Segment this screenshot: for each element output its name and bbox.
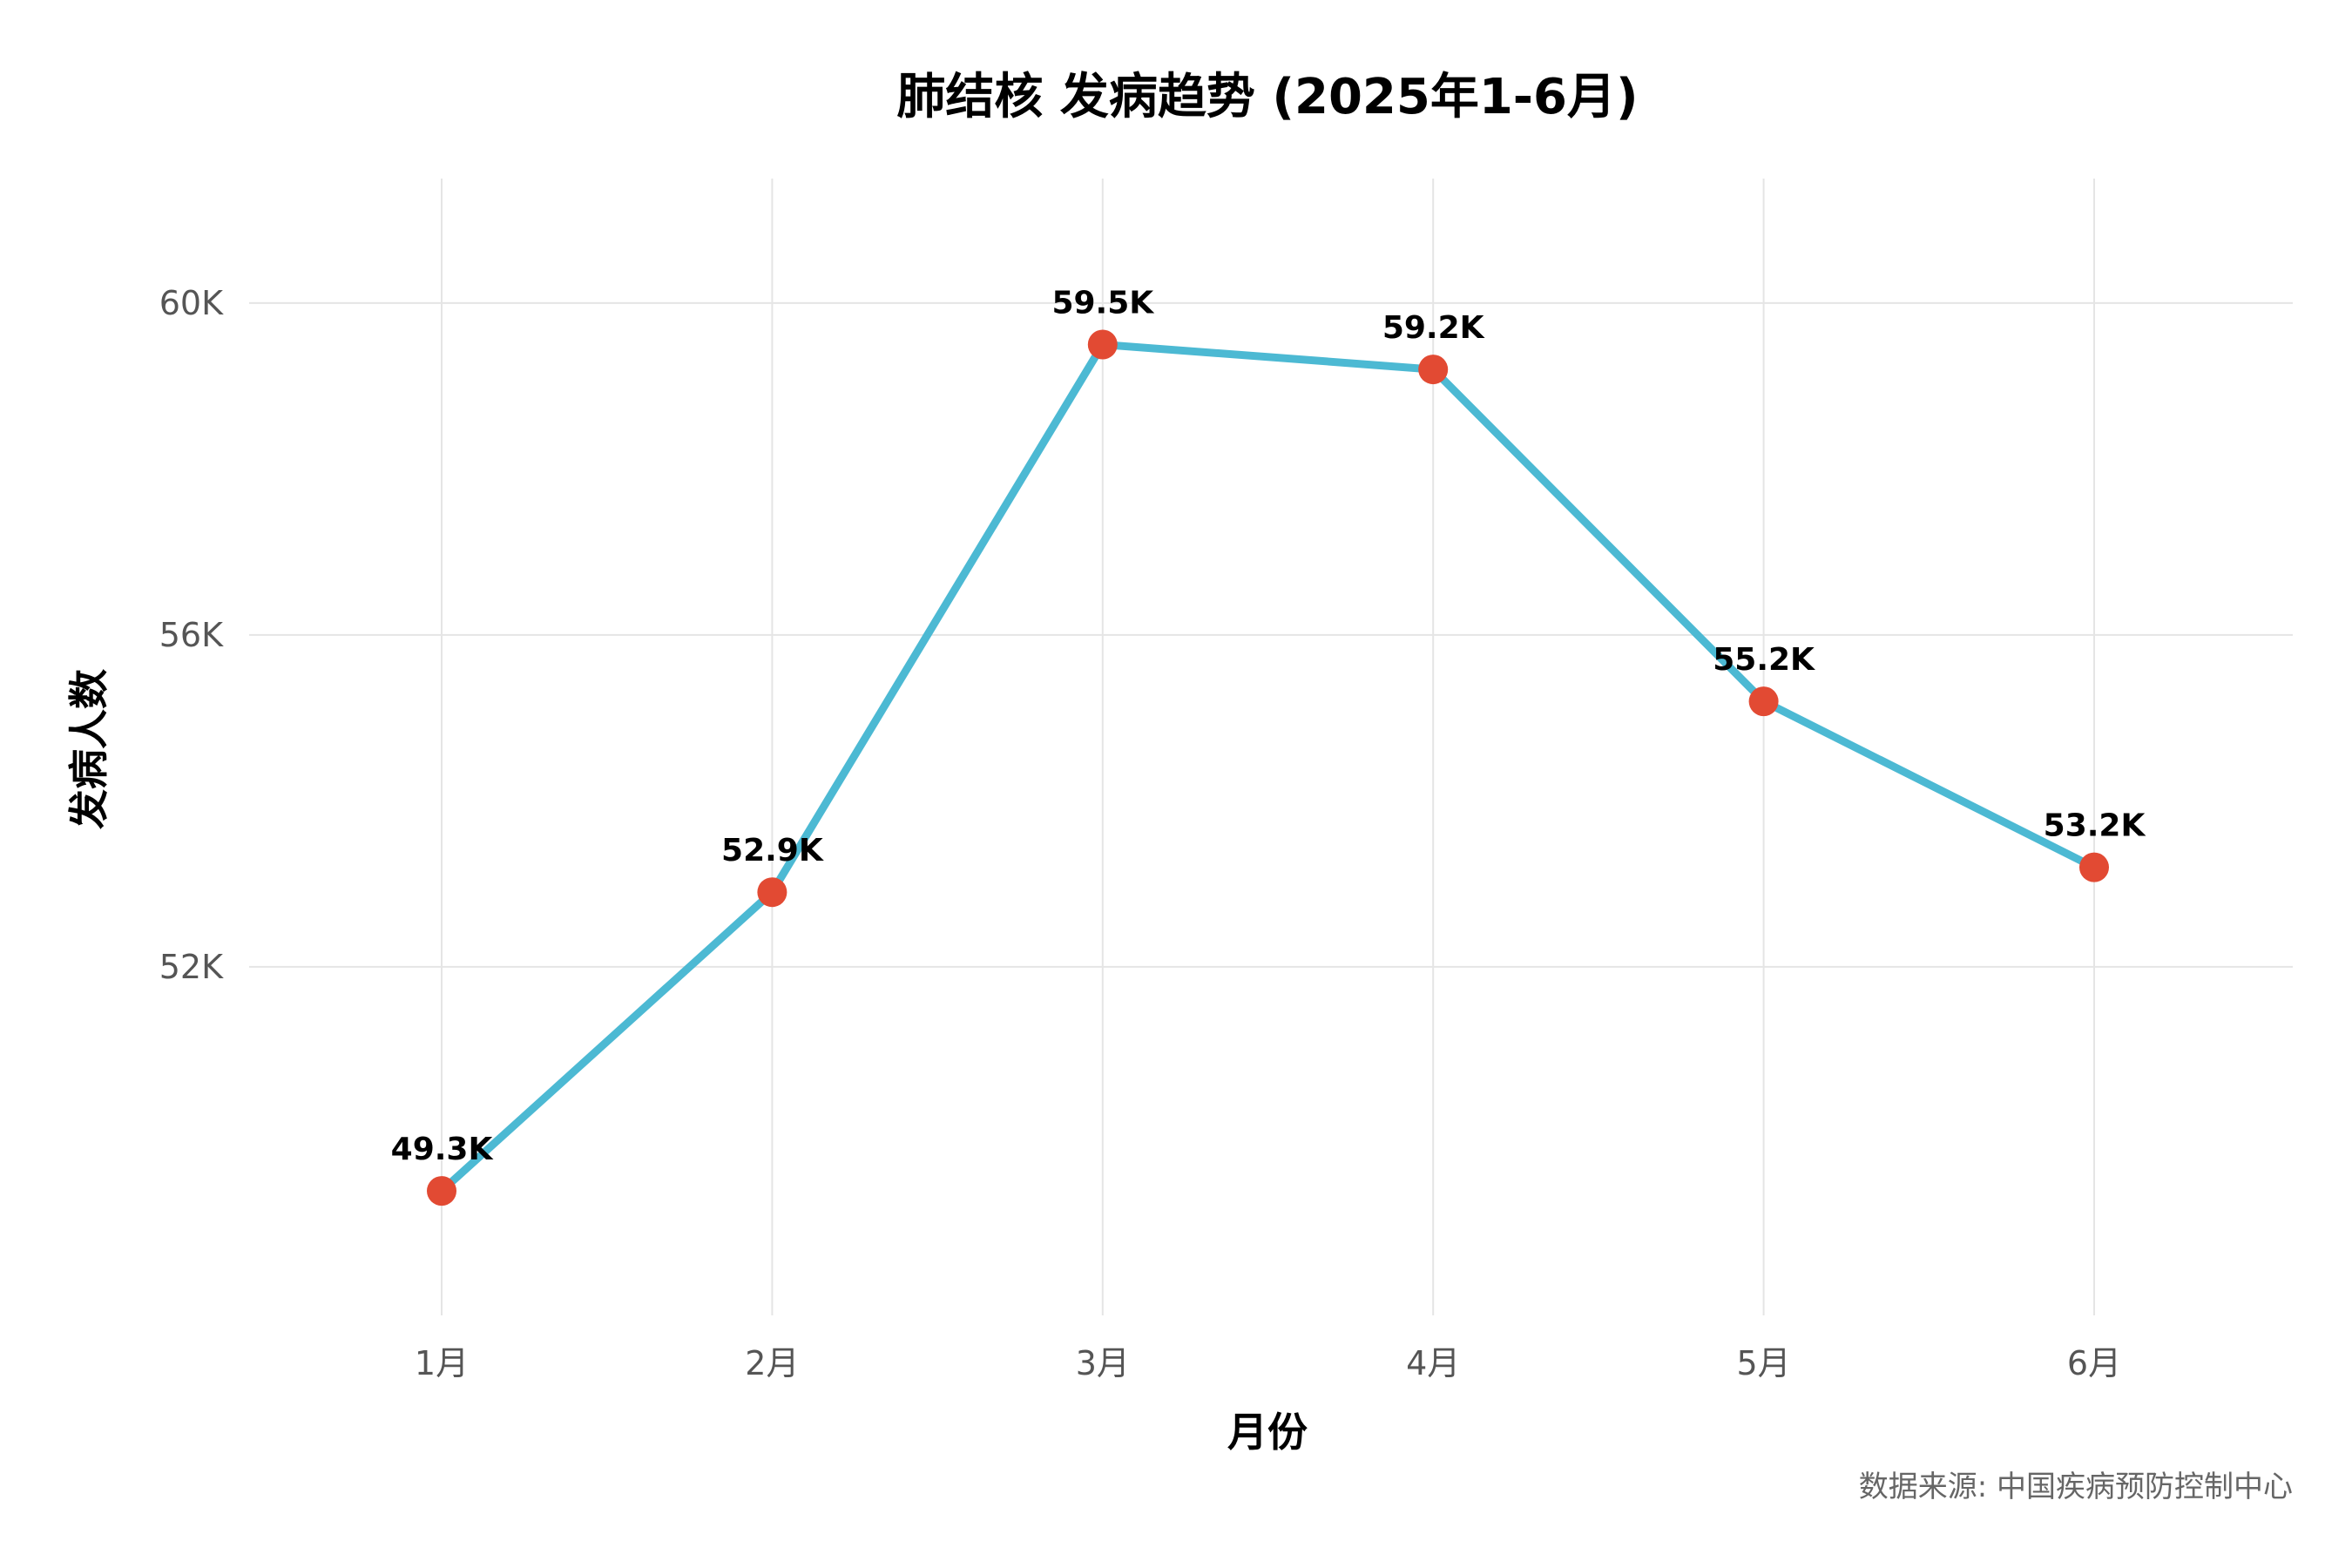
x-axis-title: 月份 [1227, 1409, 1308, 1456]
y-axis-title: 发病人数 [65, 669, 112, 829]
source-note: 数据来源: 中国疾病预防控制中心 [1859, 1470, 2293, 1504]
x-tick-label: 6月 [2067, 1344, 2121, 1382]
y-tick-label: 56K [159, 616, 224, 654]
data-label: 55.2K [1713, 642, 1815, 678]
data-label: 59.2K [1382, 310, 1485, 346]
y-axis-ticks: 52K 56K 60K [159, 284, 224, 986]
x-tick-label: 2月 [745, 1344, 799, 1382]
data-point [1087, 329, 1118, 360]
y-tick-label: 60K [159, 284, 224, 322]
x-tick-label: 1月 [415, 1344, 469, 1382]
series-line-layer [437, 341, 2099, 1195]
data-labels: 49.3K 52.9K 59.5K 59.2K 55.2K 53.2K [391, 286, 2146, 1168]
data-point [427, 1176, 456, 1206]
data-point [2079, 852, 2109, 882]
data-label: 53.2K [2044, 808, 2146, 844]
data-point [1418, 355, 1449, 385]
series-line [437, 341, 2099, 1195]
x-axis-ticks: 1月 2月 3月 4月 5月 6月 [415, 1344, 2121, 1382]
data-label: 49.3K [391, 1132, 494, 1167]
data-point [1748, 686, 1779, 717]
data-label: 52.9K [721, 833, 824, 868]
grid [249, 179, 2293, 1315]
x-tick-label: 3月 [1076, 1344, 1130, 1382]
x-tick-label: 5月 [1737, 1344, 1791, 1382]
data-point [757, 877, 787, 908]
y-tick-label: 52K [159, 948, 224, 986]
data-label: 59.5K [1051, 286, 1154, 321]
data-points [427, 329, 2109, 1206]
chart-title: 肺结核 发病趋势 (2025年1-6月) [896, 69, 1638, 125]
x-tick-label: 4月 [1406, 1344, 1460, 1382]
